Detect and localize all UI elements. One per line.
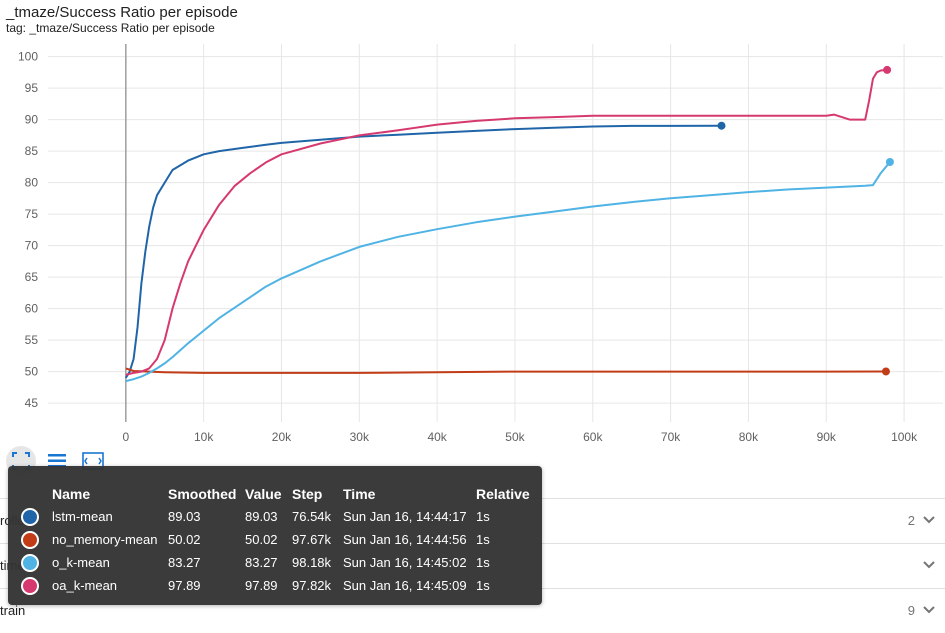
y-tick-label: 80 bbox=[25, 176, 39, 190]
legend-value: 89.03 bbox=[245, 509, 278, 524]
x-tick-label: 60k bbox=[583, 430, 603, 444]
y-tick-label: 90 bbox=[25, 113, 39, 127]
series-endpoint-oa_k-mean bbox=[883, 65, 892, 74]
x-tick-label: 80k bbox=[739, 430, 759, 444]
legend-step: 76.54k bbox=[292, 509, 332, 524]
legend-relative: 1s bbox=[476, 578, 490, 593]
chevron-down-icon[interactable] bbox=[921, 557, 937, 573]
x-tick-label: 40k bbox=[427, 430, 447, 444]
legend-smoothed: 89.03 bbox=[168, 509, 201, 524]
legend-relative: 1s bbox=[476, 532, 490, 547]
legend-smoothed: 50.02 bbox=[168, 532, 201, 547]
y-tick-label: 60 bbox=[25, 302, 39, 316]
x-tick-label: 10k bbox=[194, 430, 214, 444]
col-header-smoothed: Smoothed bbox=[168, 486, 237, 502]
legend-step: 97.82k bbox=[292, 578, 332, 593]
section-count: 9 bbox=[907, 603, 915, 618]
x-tick-label: 20k bbox=[272, 430, 292, 444]
line-chart[interactable]: 0 10k 20k 30k 40k 50k 60k 70k 80k 90k 100k 45 50 55 60… bbox=[0, 0, 945, 450]
y-tick-label: 85 bbox=[25, 144, 39, 158]
y-tick-label: 45 bbox=[25, 396, 39, 410]
legend-smoothed: 83.27 bbox=[168, 555, 201, 570]
legend-time: Sun Jan 16, 14:45:09 bbox=[343, 578, 467, 593]
legend-name: lstm-mean bbox=[52, 509, 113, 524]
chart-title: _tmaze/Success Ratio per episode bbox=[6, 4, 238, 21]
x-tick-label: 90k bbox=[817, 430, 837, 444]
col-header-name: Name bbox=[52, 486, 91, 502]
y-tick-label: 65 bbox=[25, 270, 39, 284]
fit-domain-icon bbox=[12, 452, 30, 470]
legend-name: no_memory-mean bbox=[52, 532, 158, 547]
legend-value: 50.02 bbox=[245, 532, 278, 547]
series-endpoint-lstm-mean bbox=[717, 121, 726, 130]
series-swatch-no-memory bbox=[21, 531, 39, 549]
col-header-time: Time bbox=[343, 486, 376, 502]
legend-relative: 1s bbox=[476, 509, 490, 524]
series-line-oa_k-mean bbox=[125, 68, 888, 376]
legend-name: o_k-mean bbox=[52, 555, 110, 570]
legend-time: Sun Jan 16, 14:45:02 bbox=[343, 555, 467, 570]
y-tick-label: 70 bbox=[25, 239, 39, 253]
col-header-value: Value bbox=[245, 486, 282, 502]
series-line-o_k-mean bbox=[125, 161, 891, 383]
section-label: train bbox=[0, 603, 26, 618]
legend-time: Sun Jan 16, 14:44:17 bbox=[343, 509, 467, 524]
chart-tag: tag: _tmaze/Success Ratio per episode bbox=[6, 21, 215, 35]
legend-name: oa_k-mean bbox=[52, 578, 118, 593]
col-header-relative: Relative bbox=[476, 486, 530, 502]
legend-time: Sun Jan 16, 14:44:56 bbox=[343, 532, 467, 547]
y-tick-label: 55 bbox=[25, 333, 39, 347]
legend-step: 98.18k bbox=[292, 555, 332, 570]
series-endpoint-o_k-mean bbox=[885, 157, 894, 166]
legend-smoothed: 97.89 bbox=[168, 578, 201, 593]
series-swatch-o-k bbox=[21, 554, 39, 572]
chevron-down-icon[interactable] bbox=[921, 512, 937, 528]
series-swatch-lstm bbox=[21, 508, 39, 526]
series-swatch-oa-k bbox=[21, 577, 39, 595]
legend-step: 97.67k bbox=[292, 532, 332, 547]
col-header-step: Step bbox=[292, 486, 323, 502]
legend-value: 97.89 bbox=[245, 578, 278, 593]
legend-value: 83.27 bbox=[245, 555, 278, 570]
section-count: 2 bbox=[907, 513, 915, 528]
y-tick-label: 100 bbox=[18, 50, 38, 64]
x-tick-label: 70k bbox=[661, 430, 681, 444]
series-line-no_memory-mean bbox=[125, 367, 887, 374]
x-tick-label: 30k bbox=[350, 430, 370, 444]
series-endpoint-no_memory-mean bbox=[881, 367, 890, 376]
legend-relative: 1s bbox=[476, 555, 490, 570]
x-tick-label: 50k bbox=[505, 430, 525, 444]
y-tick-label: 95 bbox=[25, 81, 39, 95]
y-tick-label: 50 bbox=[25, 365, 39, 379]
legend-tooltip: Name Smoothed Value Step Time Relative l… bbox=[8, 466, 542, 605]
y-tick-label: 75 bbox=[25, 207, 39, 221]
series-line-lstm-mean bbox=[124, 124, 722, 379]
x-tick-label: 0 bbox=[122, 430, 129, 444]
x-tick-label: 100k bbox=[891, 430, 918, 444]
chevron-down-icon[interactable] bbox=[921, 602, 937, 618]
